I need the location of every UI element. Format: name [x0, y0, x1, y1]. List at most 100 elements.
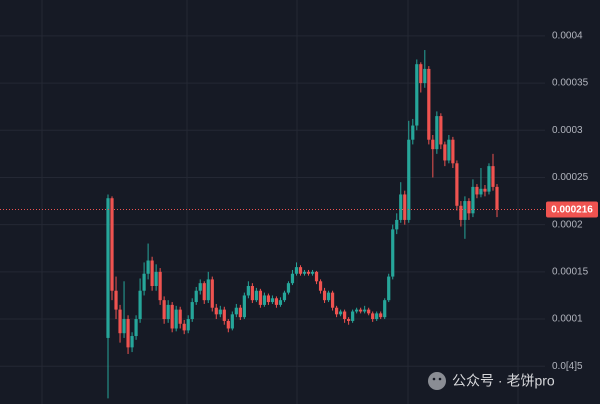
candle-body [447, 139, 451, 161]
candle-body [254, 290, 258, 301]
candle-body [379, 313, 383, 318]
candle-body [463, 201, 467, 220]
candle-body [411, 125, 415, 140]
y-tick-label: 0.00035 [552, 78, 589, 89]
y-tick-label: 0.0003 [552, 125, 583, 136]
candle-body [439, 116, 443, 145]
candle-body [166, 304, 170, 320]
candle-body [479, 188, 483, 195]
candle-body [467, 201, 471, 214]
candle-body [282, 292, 287, 301]
candle-body [130, 336, 134, 348]
candle-body [391, 229, 395, 277]
candle-body [351, 311, 355, 321]
watermark-icon-dot [432, 377, 436, 381]
candle-body [278, 300, 283, 305]
candle-body [314, 271, 319, 282]
candle-body [371, 313, 375, 320]
candle-body [427, 68, 431, 140]
candle-body [114, 290, 118, 310]
candle-body [270, 298, 275, 303]
candle-body [294, 267, 299, 274]
candle-body [238, 307, 242, 318]
watermark-icon [428, 372, 446, 390]
candle-body [118, 309, 122, 334]
candle-body [126, 319, 130, 348]
candle-body [451, 139, 455, 164]
candle-body [483, 188, 487, 192]
y-tick-label: 0.0[4]5 [552, 361, 583, 372]
candle-body [182, 323, 186, 331]
candle-body [403, 194, 407, 220]
candle-body [154, 271, 158, 287]
candle-body [206, 279, 210, 301]
candle-body [194, 290, 198, 303]
candle-body [306, 271, 311, 274]
candle-body [487, 166, 491, 192]
candle-body [142, 273, 146, 291]
candle-body [435, 116, 439, 150]
candle-body [146, 260, 150, 274]
candle-body [138, 290, 142, 320]
candle-body [330, 292, 335, 308]
candle-body [234, 307, 238, 315]
candle-body [190, 302, 194, 320]
candle-body [343, 311, 347, 320]
candle-body [218, 309, 222, 315]
candle-body [250, 286, 254, 301]
candle-body [186, 319, 190, 331]
candle-body [170, 304, 174, 329]
candle-body [495, 186, 499, 210]
candle-body [230, 314, 234, 329]
watermark: 公众号 · 老饼pro [428, 372, 555, 390]
candle-body [322, 290, 327, 301]
candle-body [423, 68, 427, 84]
candle-body [158, 271, 162, 301]
candle-body [178, 309, 182, 324]
plot: 0.0004 0.00035 0.0003 0.00025 0.0002 0.00015 0… [0, 31, 589, 399]
candle-body [338, 311, 343, 315]
watermark-icon-dot [438, 377, 442, 381]
candle-body [318, 281, 323, 291]
candle-body [383, 300, 387, 318]
candle-body [246, 286, 250, 296]
y-tick-label: 0.0004 [552, 31, 583, 42]
candle-body [202, 283, 206, 301]
candle-body [174, 309, 178, 329]
last-price-label: 0.000216 [551, 205, 593, 216]
candle-body [363, 309, 367, 312]
candle-body [274, 298, 279, 305]
candle-body [326, 292, 331, 301]
candle-body [347, 319, 351, 321]
watermark-text: 公众号 · 老饼pro [452, 373, 555, 389]
candle-body [387, 276, 391, 301]
candle-body [334, 307, 339, 315]
candle-body [226, 320, 230, 329]
candle-body [210, 279, 214, 308]
candle-body [258, 290, 262, 305]
candle-body [262, 295, 267, 305]
candle-body [222, 309, 226, 321]
candle-body [491, 166, 495, 187]
candle-body [302, 271, 307, 274]
candle-body [419, 64, 423, 84]
candle-body [162, 300, 166, 320]
candle-body [459, 205, 463, 220]
candle-body [242, 295, 246, 318]
candle-body [266, 295, 271, 303]
candle-body [214, 307, 218, 315]
candle-body [134, 319, 138, 337]
candle-body [455, 163, 459, 206]
y-tick-label: 0.00025 [552, 172, 589, 183]
candle-body [399, 194, 403, 220]
candle-body [475, 186, 479, 195]
candle-body [106, 198, 110, 338]
candle-body [375, 313, 379, 320]
candle-body [431, 139, 435, 150]
candle-body [286, 283, 291, 293]
candle-body [122, 319, 126, 334]
candle-body [198, 283, 202, 291]
candle-body [359, 309, 363, 312]
